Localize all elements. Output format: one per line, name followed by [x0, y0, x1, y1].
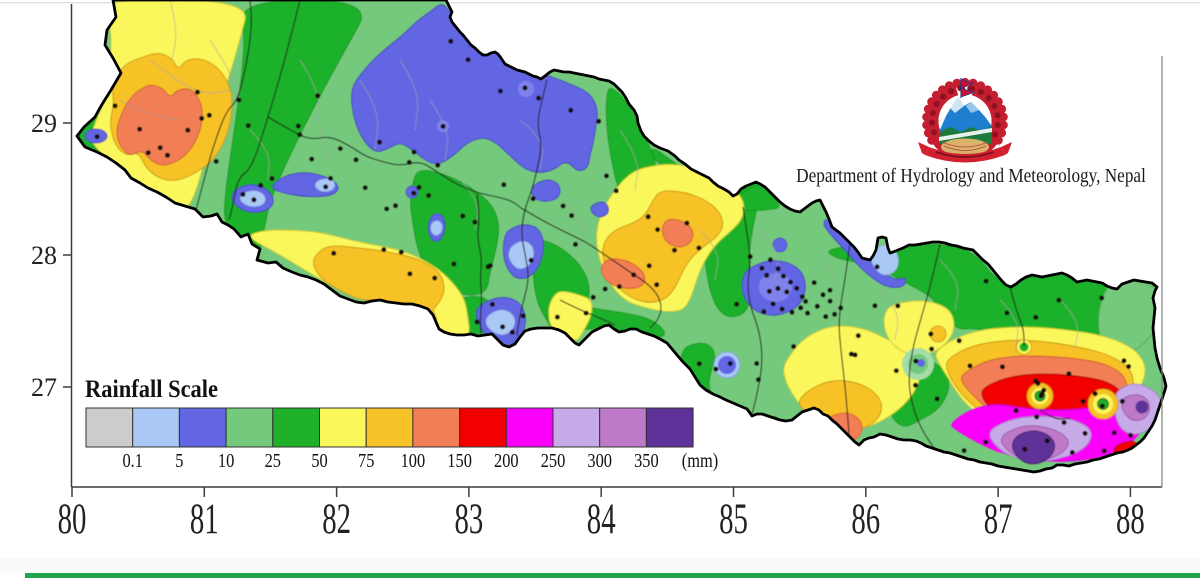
svg-text:81: 81 — [190, 494, 219, 542]
svg-text:50: 50 — [311, 450, 327, 472]
svg-text:0.1: 0.1 — [122, 450, 142, 472]
svg-text:150: 150 — [447, 450, 472, 472]
svg-text:100: 100 — [401, 450, 426, 472]
svg-text:75: 75 — [358, 450, 374, 472]
svg-text:27: 27 — [31, 373, 57, 402]
svg-text:28: 28 — [31, 241, 57, 270]
svg-text:83: 83 — [455, 494, 484, 542]
svg-text:88: 88 — [1116, 494, 1145, 542]
svg-text:87: 87 — [984, 494, 1013, 542]
svg-text:300: 300 — [587, 450, 612, 472]
svg-text:85: 85 — [719, 494, 748, 542]
svg-text:82: 82 — [322, 494, 351, 542]
svg-text:Department of Hydrology and Me: Department of Hydrology and Meteorology,… — [796, 165, 1146, 188]
svg-text:350: 350 — [634, 450, 659, 472]
svg-text:5: 5 — [175, 450, 183, 472]
svg-text:29: 29 — [31, 109, 57, 138]
svg-text:25: 25 — [265, 450, 281, 472]
svg-text:10: 10 — [218, 450, 234, 472]
svg-text:80: 80 — [58, 494, 87, 542]
svg-text:250: 250 — [541, 450, 566, 472]
svg-text:86: 86 — [851, 494, 880, 542]
svg-text:84: 84 — [587, 494, 616, 542]
svg-text:Rainfall Scale: Rainfall Scale — [85, 376, 218, 403]
svg-text:(mm): (mm) — [682, 450, 718, 473]
svg-text:200: 200 — [494, 450, 519, 472]
